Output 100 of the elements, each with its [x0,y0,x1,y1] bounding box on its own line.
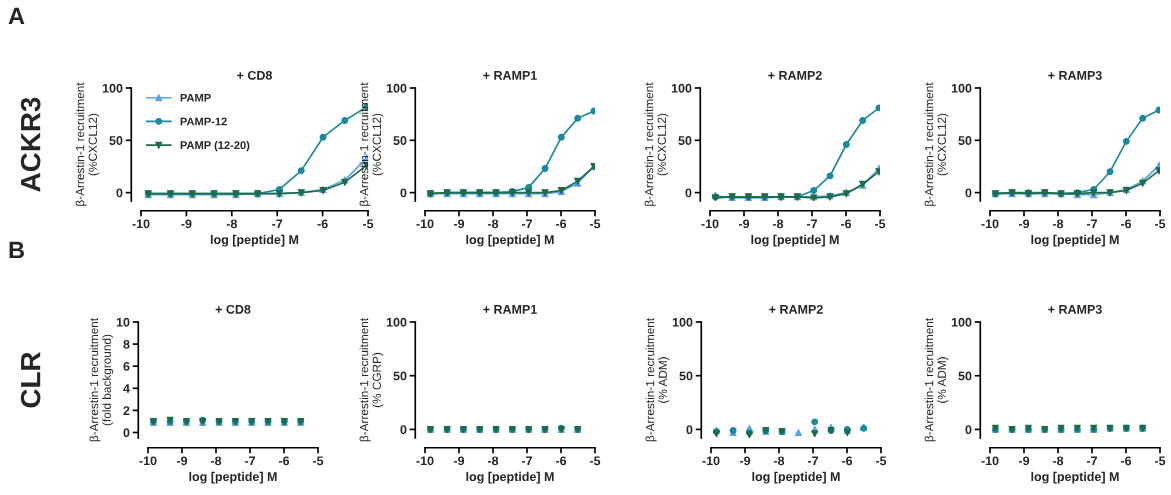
y-tick-label: 2 [123,406,130,415]
x-axis-title: log [peptide] M [751,234,839,247]
y-tick-label: 100 [671,83,692,93]
y-axis-title: β-Arrestin-1 recruitment (%CXCL12) [924,82,949,206]
x-tick-label: -7 [521,219,533,229]
x-tick-label: -8 [1052,456,1064,466]
x-tick-label: -10 [981,219,999,229]
x-tick-label: -6 [278,456,290,466]
chart-title: + CD8 [237,70,273,80]
y-axis-title: β-Arrestin-1 recruitment (% ADM) [924,317,949,442]
x-tick-label: -8 [487,219,499,229]
chart-title: + RAMP3 [1048,304,1102,314]
chart-title: + RAMP1 [483,305,537,314]
x-tick-label: -6 [555,456,567,466]
x-tick-label: -9 [453,456,465,466]
x-tick-label: -10 [701,219,719,229]
text: CLR [20,352,41,408]
x-tick-label: -6 [317,219,328,229]
y-tick-label: 50 [393,371,407,381]
x-tick-label: -5 [875,456,887,466]
x-tick-label: -6 [1120,219,1132,229]
y-tick-label: 0 [965,425,972,435]
chart-title: + RAMP1 [483,71,537,80]
x-tick-label: -8 [772,219,784,229]
x-axis-title: log [peptide] M [1031,471,1119,484]
x-tick-label: -6 [840,219,852,229]
y-axis-title: β-Arrestin-1 recruitment (% CGRP) [359,317,384,442]
x-tick-label: -10 [981,456,999,466]
x-tick-label: -10 [132,219,150,229]
x-tick-label: -10 [139,456,157,466]
x-tick-label: -5 [874,219,886,229]
chart-title: + RAMP2 [769,304,823,314]
chart-title: + RAMP2 [768,70,822,80]
x-tick-label: -9 [453,219,465,229]
y-tick-label: 100 [672,317,693,327]
y-axis-title: β-Arrestin-1 recruitment (%CXCL12) [644,82,669,206]
x-tick-label: -10 [416,219,434,229]
y-tick-label: 6 [123,361,130,371]
legend-label: PAMP [180,93,211,102]
y-tick-label: 50 [393,136,407,145]
x-tick-label: -9 [1018,456,1030,466]
chart-title: + RAMP3 [1048,70,1102,80]
x-tick-label: -8 [1052,219,1064,229]
x-axis-title: log [peptide] M [466,471,554,484]
y-tick-label: 100 [951,317,972,327]
x-tick-label: -7 [806,219,818,229]
x-tick-label: -9 [739,456,751,466]
x-tick-label: -9 [181,219,192,229]
y-tick-label: 0 [123,428,130,438]
x-tick-label: -7 [807,456,819,466]
x-tick-label: -10 [416,456,434,466]
chart-title: + CD8 [215,304,251,314]
x-tick-label: -6 [1120,456,1132,466]
y-tick-label: 0 [965,188,972,198]
x-axis-title: log [peptide] M [189,471,277,484]
x-tick-label: -8 [210,456,222,466]
y-tick-label: 10 [116,317,130,327]
x-axis-title: log [peptide] M [466,234,554,247]
y-tick-label: 100 [102,83,123,93]
x-axis-title: log [peptide] M [210,234,299,247]
x-tick-label: -9 [738,219,750,229]
x-tick-label: -8 [226,219,237,229]
x-tick-label: -9 [176,456,188,466]
x-tick-label: -6 [555,219,567,229]
x-tick-label: -7 [272,219,283,229]
x-tick-label: -7 [1086,456,1098,466]
legend-label: PAMP (12-20) [180,140,250,152]
text: ACKR3 [20,97,41,192]
x-tick-label: -5 [589,219,601,229]
y-tick-label: 100 [386,83,407,93]
x-tick-label: -5 [1154,219,1166,229]
y-tick-label: 0 [116,188,123,198]
y-tick-label: 0 [400,425,407,435]
x-axis-title: log [peptide] M [1031,234,1119,247]
x-tick-label: -9 [1018,219,1030,229]
y-tick-label: 100 [386,317,407,327]
y-tick-label: 8 [123,339,130,349]
y-tick-label: 0 [686,425,693,435]
text: A [8,7,25,25]
y-tick-label: 50 [679,371,693,381]
y-tick-label: 100 [951,83,972,93]
y-tick-label: 4 [123,384,130,393]
y-tick-label: 50 [958,136,972,145]
x-tick-label: -5 [1154,456,1166,466]
y-tick-label: 50 [109,136,123,145]
y-tick-label: 50 [678,136,692,145]
y-tick-label: 50 [958,371,972,381]
x-tick-label: -7 [1086,219,1098,229]
x-tick-label: -6 [841,456,853,466]
x-tick-label: -8 [773,456,785,466]
y-axis-title: β-Arrestin-1 recruitment (fold background) [89,317,114,442]
x-tick-label: -5 [589,456,601,466]
x-tick-label: -5 [312,456,324,466]
text: B [9,241,24,259]
y-axis-title: β-Arrestin-1 recruitment (% ADM) [645,317,670,442]
x-tick-label: -5 [362,219,374,229]
y-tick-label: 0 [685,188,692,198]
x-tick-label: -10 [702,456,720,466]
y-axis-title: β-Arrestin-1 recruitment (%CXCL12) [359,82,384,206]
x-axis-title: log [peptide] M [752,471,840,484]
